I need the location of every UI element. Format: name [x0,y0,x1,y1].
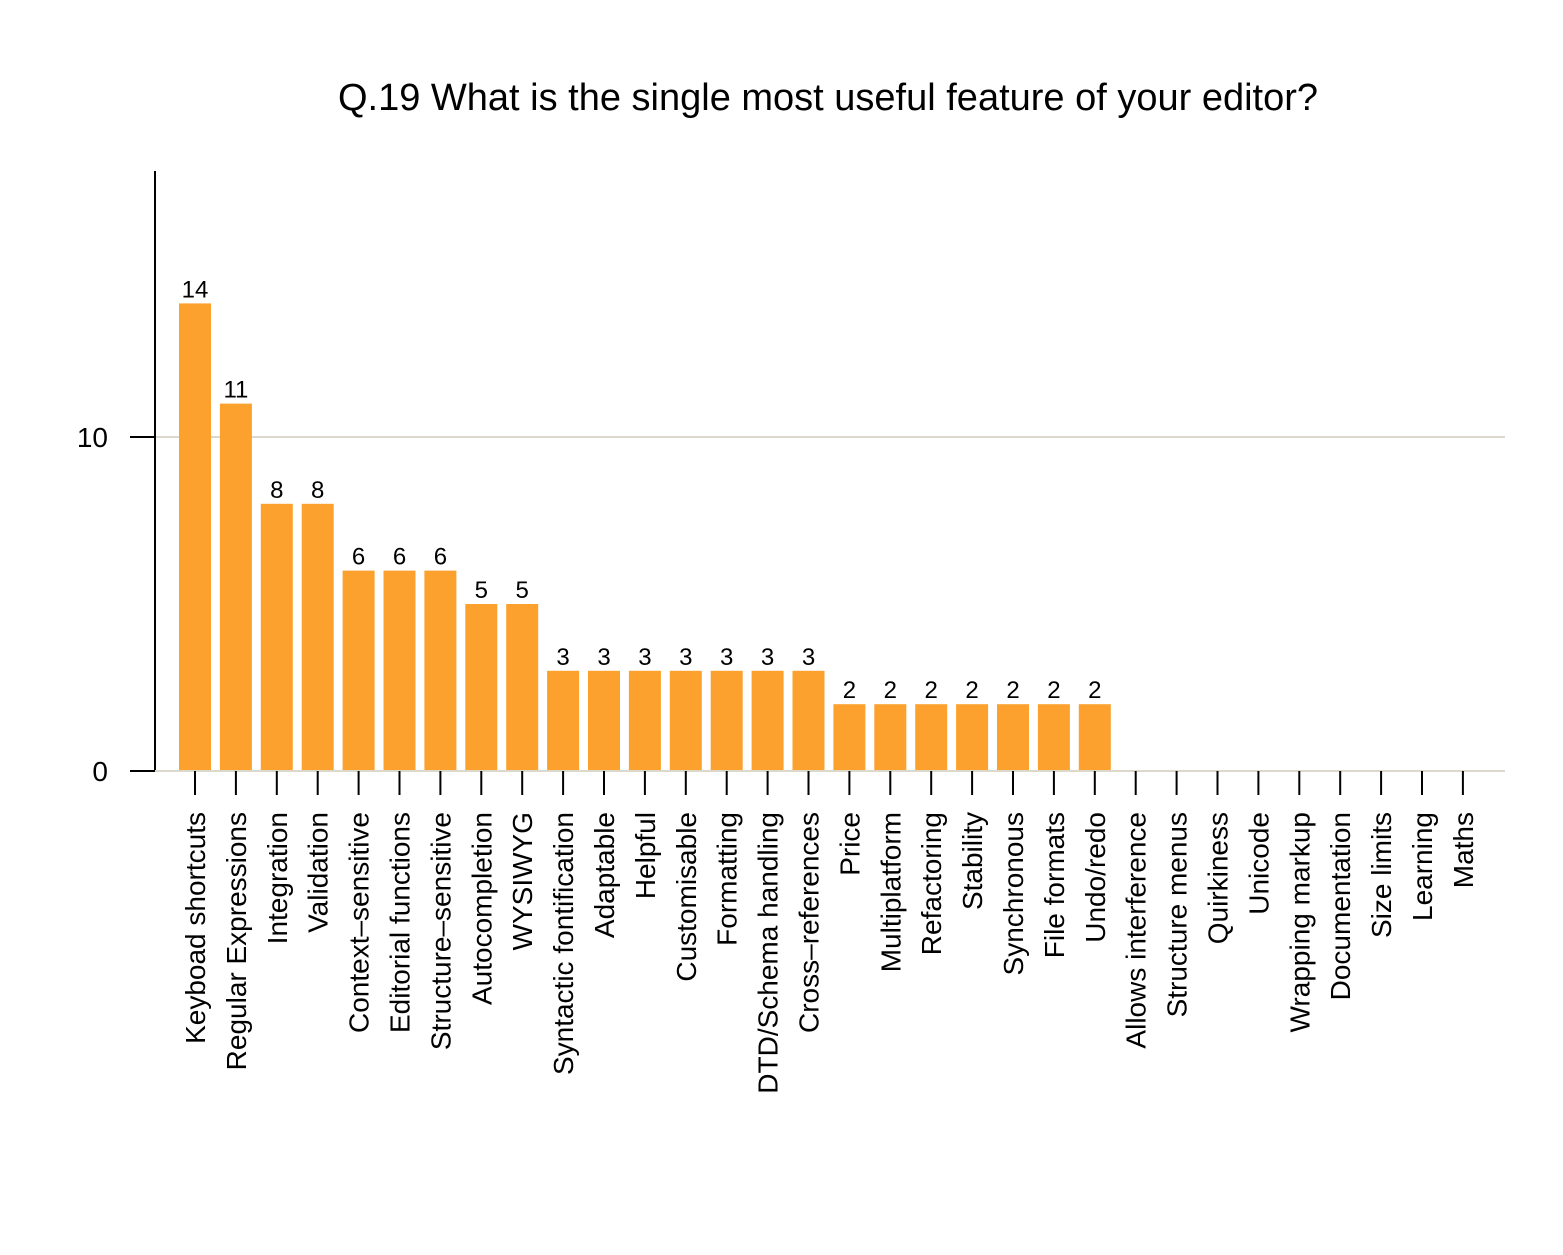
data-label: 8 [270,477,283,504]
bar [588,670,620,771]
data-label: 3 [802,644,815,671]
bar [547,670,580,771]
x-tick-label: Refactoring [916,812,947,955]
data-label: 3 [679,644,692,671]
x-tick-label: Keyboad shortcuts [180,812,211,1044]
data-label: 6 [352,544,365,571]
data-label: 3 [761,644,774,671]
data-label: 14 [182,276,209,303]
data-label: 2 [965,677,978,704]
x-tick-label: Structure–sensitive [425,812,456,1050]
data-label: 3 [720,644,733,671]
data-label: 2 [1047,677,1060,704]
data-label: 2 [925,677,938,704]
x-tick-label: Documentation [1325,812,1356,1000]
x-tick-label: WYSIWYG [507,812,538,950]
x-tick-label: Learning [1407,812,1438,921]
x-tick-label: Customisable [671,812,702,982]
data-label: 11 [223,377,248,404]
bar [956,704,989,771]
bar [301,503,334,771]
x-tick-label: Editorial functions [385,812,416,1033]
x-tick-label: Price [834,812,865,876]
x-tick-label: Cross–references [794,812,825,1033]
x-tick-label: Helpful [630,812,661,899]
data-label: 5 [475,577,488,604]
bar [997,704,1029,771]
x-tick-label: Multiplatform [875,812,906,972]
x-tick-label: Unicode [1243,812,1274,915]
x-tick-label: Integration [262,812,293,944]
data-label: 3 [597,644,610,671]
chart-title: Q.19 What is the single most useful feat… [338,77,1318,119]
x-tick-label: Synchronous [998,812,1029,975]
bar [833,704,866,771]
bars [179,303,1111,771]
data-label: 6 [393,544,406,571]
bar [1037,704,1070,771]
x-tick-label: File formats [1039,812,1070,958]
y-tick-label: 10 [77,422,108,453]
x-tick-label: Size limits [1366,812,1397,938]
y-axis: 0 10 [77,171,156,787]
bar [383,570,416,771]
data-label: 6 [434,544,447,571]
x-axis: Keyboad shortcuts Regular Expressions Inte… [155,770,1505,1094]
x-tick-label: Formatting [712,812,743,946]
bar [219,403,252,771]
bar [342,570,375,771]
x-tick-label: Undo/redo [1080,812,1111,943]
bar [628,670,661,771]
bar [751,670,784,771]
bar [710,670,743,771]
x-tick-label: Stability [957,812,988,910]
x-tick-label: Context–sensitive [344,812,375,1033]
data-label: 2 [843,677,856,704]
x-tick-label: Structure menus [1162,812,1193,1017]
x-tick-label: Adaptable [589,812,620,938]
bar [506,604,539,771]
x-tick-label: Quirkiness [1203,812,1234,944]
data-label: 5 [516,577,529,604]
x-tick-label: Syntactic fontification [548,812,579,1075]
x-tick-label: Wrapping markup [1284,812,1315,1032]
data-label: 3 [556,644,569,671]
x-tick-label: DTD/Schema handling [753,812,784,1094]
y-tick-label: 0 [92,756,108,787]
bar [260,503,293,771]
x-tick-label: Maths [1448,812,1479,888]
data-label: 2 [1006,677,1019,704]
bar [1078,704,1111,771]
x-tick-label: Validation [303,812,334,933]
data-label: 8 [311,477,324,504]
data-label: 3 [638,644,651,671]
bar [874,704,907,771]
data-label: 2 [1088,677,1101,704]
bar [179,303,211,771]
x-tick-label: Autocompletion [466,812,497,1005]
bar [424,570,457,771]
bar [915,704,948,771]
x-tick-label: Regular Expressions [221,812,252,1070]
data-label: 2 [884,677,897,704]
x-tick-label: Allows interference [1121,812,1152,1049]
bar [792,670,825,771]
bar [465,604,498,771]
bar [669,670,702,771]
